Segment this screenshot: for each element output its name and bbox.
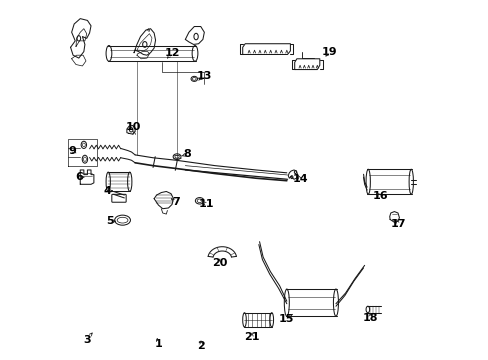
Text: 20: 20 bbox=[211, 258, 226, 268]
Text: 12: 12 bbox=[164, 48, 180, 58]
Text: 5: 5 bbox=[106, 216, 114, 226]
Text: 11: 11 bbox=[199, 199, 214, 210]
Text: 8: 8 bbox=[183, 149, 191, 159]
Text: 3: 3 bbox=[83, 334, 90, 345]
Text: 4: 4 bbox=[103, 186, 111, 196]
Text: 6: 6 bbox=[76, 172, 83, 182]
Text: 13: 13 bbox=[196, 71, 212, 81]
Text: 14: 14 bbox=[292, 174, 307, 184]
Text: 16: 16 bbox=[371, 191, 387, 201]
Text: 17: 17 bbox=[389, 219, 405, 229]
Text: 21: 21 bbox=[244, 332, 259, 342]
Text: 2: 2 bbox=[197, 341, 205, 351]
Text: 7: 7 bbox=[172, 197, 180, 207]
Text: 1: 1 bbox=[154, 339, 162, 349]
Text: 19: 19 bbox=[322, 46, 337, 57]
Text: 15: 15 bbox=[279, 314, 294, 324]
Text: 9: 9 bbox=[68, 145, 76, 156]
Text: 10: 10 bbox=[125, 122, 141, 132]
Text: 18: 18 bbox=[362, 313, 377, 323]
